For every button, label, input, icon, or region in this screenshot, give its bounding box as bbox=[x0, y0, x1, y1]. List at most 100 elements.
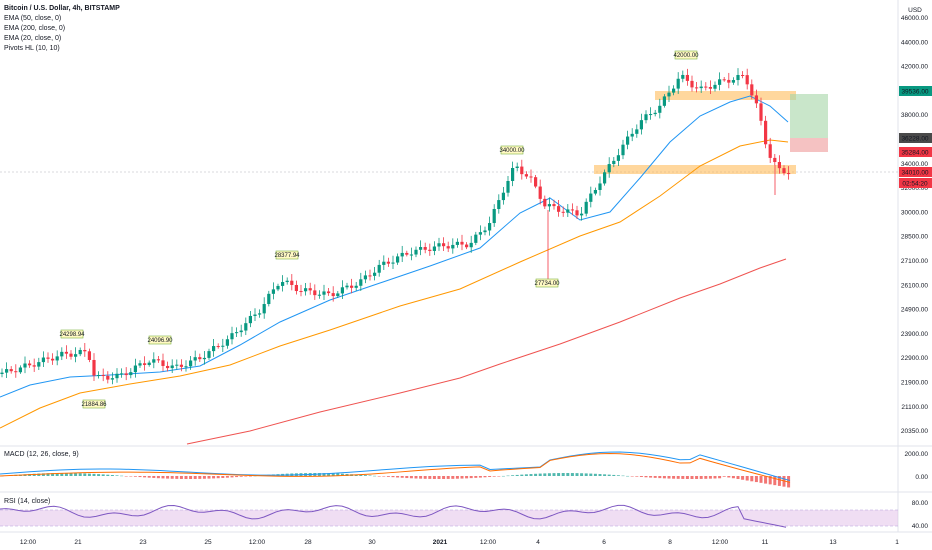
candle bbox=[639, 120, 643, 130]
candle bbox=[708, 87, 712, 89]
pivot-label-box bbox=[275, 250, 299, 260]
legend-ema20[interactable]: EMA (20, close, 0) bbox=[4, 35, 62, 42]
macd-bar bbox=[501, 475, 505, 477]
candle bbox=[87, 351, 91, 360]
macd-bar bbox=[248, 476, 252, 477]
macd-bar bbox=[97, 474, 101, 476]
price-tag-label: 02:54:20 bbox=[902, 181, 928, 188]
macd-bar bbox=[414, 476, 418, 479]
macd-bar bbox=[83, 473, 87, 476]
macd-bar bbox=[483, 476, 487, 478]
macd-bar bbox=[478, 476, 482, 478]
candle bbox=[741, 75, 745, 77]
pivot-label: 42000.00 bbox=[673, 53, 699, 59]
candle bbox=[529, 176, 533, 178]
candle bbox=[593, 189, 597, 194]
candle bbox=[727, 79, 731, 83]
macd-bar bbox=[727, 476, 731, 478]
macd-bar bbox=[511, 475, 515, 476]
macd-bar bbox=[386, 476, 390, 477]
candle bbox=[722, 79, 726, 81]
macd-bar bbox=[552, 473, 556, 476]
macd-bar bbox=[575, 473, 579, 476]
candle bbox=[92, 359, 96, 376]
candle bbox=[515, 166, 519, 169]
macd-bar bbox=[584, 473, 588, 476]
candle bbox=[179, 364, 183, 367]
price-tick: 27100.00 bbox=[901, 258, 928, 265]
macd-bar bbox=[534, 473, 538, 476]
candle bbox=[497, 200, 501, 210]
candle bbox=[782, 168, 786, 174]
macd-bar bbox=[708, 476, 712, 479]
candle bbox=[575, 210, 579, 216]
legend-pivots[interactable]: Pivots HL (10, 10) bbox=[4, 45, 60, 52]
candle bbox=[690, 80, 694, 88]
price-tick: 44000.00 bbox=[901, 39, 928, 46]
macd-bar bbox=[221, 476, 225, 478]
candle bbox=[368, 275, 372, 277]
macd-bar bbox=[561, 473, 565, 476]
candle bbox=[543, 198, 547, 207]
candle bbox=[658, 105, 662, 113]
candle bbox=[110, 378, 114, 380]
macd-bar bbox=[327, 473, 331, 476]
macd-bar bbox=[690, 476, 694, 479]
candle bbox=[662, 96, 666, 106]
candle bbox=[308, 288, 312, 291]
time-tick: 11 bbox=[762, 539, 769, 546]
candle bbox=[60, 351, 64, 357]
macd-bar bbox=[626, 475, 630, 477]
candle bbox=[685, 74, 689, 81]
macd-bar bbox=[235, 476, 239, 478]
candle bbox=[672, 88, 676, 93]
candle bbox=[37, 362, 41, 367]
pivot-label-box bbox=[148, 335, 172, 345]
macd-label[interactable]: MACD (12, 26, close, 9) bbox=[4, 451, 79, 458]
candle bbox=[97, 375, 101, 377]
candle bbox=[322, 291, 326, 295]
candle bbox=[667, 92, 671, 97]
candle bbox=[506, 180, 510, 193]
candle bbox=[290, 280, 294, 285]
candle bbox=[14, 371, 18, 373]
candle bbox=[764, 120, 768, 145]
legend-ema50[interactable]: EMA (50, close, 0) bbox=[4, 15, 62, 22]
macd-bar bbox=[460, 476, 464, 479]
macd-bar bbox=[244, 476, 248, 477]
candle bbox=[51, 358, 55, 361]
candle bbox=[28, 363, 32, 366]
candle bbox=[317, 294, 321, 296]
macd-bar bbox=[359, 474, 363, 476]
macd-bar bbox=[101, 474, 105, 476]
macd-bar bbox=[695, 476, 699, 479]
candle bbox=[198, 357, 202, 360]
candle bbox=[166, 365, 170, 369]
candle bbox=[589, 193, 593, 202]
rsi-label[interactable]: RSI (14, close) bbox=[4, 498, 51, 505]
macd-bar bbox=[644, 476, 648, 478]
candle bbox=[193, 357, 197, 361]
candle bbox=[635, 129, 639, 134]
candle bbox=[414, 249, 418, 255]
candle bbox=[419, 247, 423, 250]
macd-bar bbox=[419, 476, 423, 479]
candle bbox=[69, 353, 73, 357]
candle bbox=[9, 369, 13, 372]
candle bbox=[216, 346, 220, 348]
macd-bar bbox=[161, 476, 165, 479]
macd-bar bbox=[639, 476, 643, 477]
signal-line bbox=[0, 453, 791, 483]
price-tag bbox=[899, 167, 932, 177]
macd-bar bbox=[179, 476, 183, 479]
legend-ema200[interactable]: EMA (200, close, 0) bbox=[4, 25, 66, 32]
time-tick: 21 bbox=[74, 539, 82, 546]
price-tick: 42000.00 bbox=[901, 64, 928, 71]
candle bbox=[161, 360, 165, 366]
candle bbox=[455, 241, 459, 245]
macd-bar bbox=[685, 476, 689, 479]
price-tick: 23900.00 bbox=[901, 331, 928, 338]
candle bbox=[129, 372, 133, 376]
macd-bar bbox=[322, 473, 326, 476]
